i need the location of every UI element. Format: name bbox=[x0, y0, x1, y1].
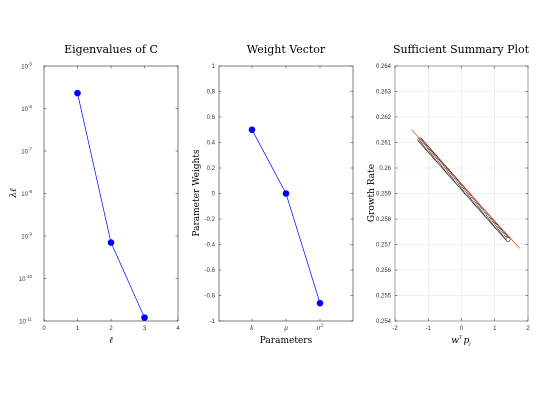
y-axis-label-sufficient-summary: Growth Rate bbox=[367, 164, 377, 222]
y-tick-exponent: -11 bbox=[26, 317, 33, 322]
grid-sufficient-summary bbox=[394, 65, 529, 322]
x-axis-eigenvalues: 0 1 2 3 4 bbox=[42, 66, 180, 332]
panel-weight-vector: Weight Vector -1 -0.8 -0.6 -0.4 -0.2 0 0.2 0.4 0… bbox=[192, 43, 354, 346]
panel-eigenvalues: Eigenvalues of C 10-1110-1010-910-810-71… bbox=[9, 43, 180, 346]
x-tick-label: μ bbox=[284, 325, 288, 332]
y-tick-label: -1 bbox=[210, 319, 216, 325]
x-axis-label-eigenvalues: ℓ bbox=[109, 336, 113, 346]
plot-area-eigenvalues bbox=[74, 89, 148, 321]
y-tick-label: -0.2 bbox=[205, 217, 216, 223]
y-tick-exponent: -5 bbox=[28, 62, 32, 67]
y-tick-label: 0.6 bbox=[207, 115, 216, 121]
y-axis-weight-vector: -1 -0.8 -0.6 -0.4 -0.2 0 0.2 0.4 0.6 0.8 1 bbox=[205, 64, 353, 325]
x-tick-label: 0 bbox=[42, 326, 46, 332]
x-axis-label-sufficient-summary: wT pj bbox=[451, 335, 471, 347]
axes-frame-eigenvalues bbox=[43, 65, 179, 322]
y-tick-label: 0.261 bbox=[376, 141, 392, 147]
y-tick-label: 0.8 bbox=[207, 90, 216, 96]
x-tick-label: k bbox=[250, 325, 254, 332]
x-axis-sufficient-summary: -2 -1 0 1 2 bbox=[392, 66, 530, 332]
data-point bbox=[74, 89, 81, 97]
y-tick-exponent: -10 bbox=[25, 274, 32, 279]
x-tick-label: 2 bbox=[109, 326, 113, 332]
data-point bbox=[141, 314, 148, 321]
y-tick-label: -0.6 bbox=[205, 268, 216, 274]
data-point bbox=[107, 239, 115, 246]
chart-title-weight-vector: Weight Vector bbox=[247, 43, 326, 56]
y-tick-label: 10-10 bbox=[19, 274, 33, 283]
y-axis-label-weight-vector: Parameter Weights bbox=[192, 149, 202, 237]
plot-area-weight-vector bbox=[248, 126, 324, 307]
x-axis-weight-vector: k μ σ2 bbox=[250, 66, 324, 332]
y-tick-label: -0.8 bbox=[205, 294, 216, 300]
x-tick-label: 1 bbox=[76, 326, 80, 332]
y-tick-label: 10-6 bbox=[21, 104, 32, 113]
y-tick-label: 0.256 bbox=[376, 268, 392, 274]
y-tick-label: 0.255 bbox=[376, 294, 392, 300]
fit-line bbox=[411, 129, 520, 249]
data-point bbox=[282, 190, 290, 197]
x-tick-label: 2 bbox=[526, 326, 530, 332]
y-tick-label: 10-5 bbox=[21, 62, 32, 71]
y-axis-sufficient-summary: 0.254 0.255 0.256 0.257 0.258 0.259 0.26 0.261 0… bbox=[376, 64, 528, 325]
y-tick-label: 0.2 bbox=[207, 166, 216, 172]
plot-area-sufficient-summary bbox=[411, 129, 520, 249]
data-point bbox=[505, 237, 511, 242]
data-point bbox=[316, 299, 324, 307]
panel-sufficient-summary: Sufficient Summary Plot 0.2540.2550.2560… bbox=[367, 43, 530, 347]
y-tick-exponent: -9 bbox=[28, 232, 32, 237]
y-tick-label: 0.257 bbox=[376, 243, 392, 249]
y-tick-label: 0.264 bbox=[376, 64, 392, 70]
y-axis-eigenvalues: 10-11 10-10 10-9 10-8 10-7 10-6 10-5 bbox=[19, 62, 178, 326]
x-axis-label-weight-vector: Parameters bbox=[260, 336, 313, 346]
x-tick-label: -2 bbox=[392, 326, 398, 332]
chart-title-sufficient-summary: Sufficient Summary Plot bbox=[393, 43, 530, 56]
x-tick-superscript: 2 bbox=[320, 323, 324, 329]
x-tick-label: 1 bbox=[493, 326, 497, 332]
y-tick-label: 0.4 bbox=[207, 141, 216, 147]
y-tick-exponent: -7 bbox=[28, 147, 32, 152]
y-tick-label: 0.259 bbox=[376, 192, 392, 198]
y-tick-exponent: -8 bbox=[28, 189, 32, 194]
chart-title-eigenvalues: Eigenvalues of C bbox=[64, 43, 158, 56]
data-point bbox=[248, 126, 256, 134]
x-tick-label: σ2 bbox=[317, 323, 324, 332]
y-tick-label: 0.263 bbox=[376, 90, 392, 96]
y-tick-label: 1 bbox=[212, 64, 216, 70]
y-tick-label: 10-11 bbox=[19, 317, 32, 326]
x-tick-label: -1 bbox=[426, 326, 432, 332]
x-tick-label: 4 bbox=[176, 326, 180, 332]
y-axis-label-eigenvalues: λℓ bbox=[9, 188, 19, 199]
y-tick-label: 10-8 bbox=[21, 189, 32, 198]
x-tick-label: 0 bbox=[460, 326, 464, 332]
y-tick-label: 10-7 bbox=[21, 147, 32, 156]
y-tick-label: 0.258 bbox=[376, 217, 392, 223]
y-tick-label: 0.26 bbox=[379, 166, 391, 172]
y-tick-label: -0.4 bbox=[205, 243, 216, 249]
y-tick-label: 0.262 bbox=[376, 115, 392, 121]
y-tick-label: 10-9 bbox=[21, 232, 32, 241]
y-tick-label: 0.254 bbox=[376, 319, 392, 325]
y-tick-label: 0 bbox=[212, 192, 216, 198]
x-tick-label: 3 bbox=[143, 326, 147, 332]
y-tick-exponent: -6 bbox=[28, 104, 32, 109]
